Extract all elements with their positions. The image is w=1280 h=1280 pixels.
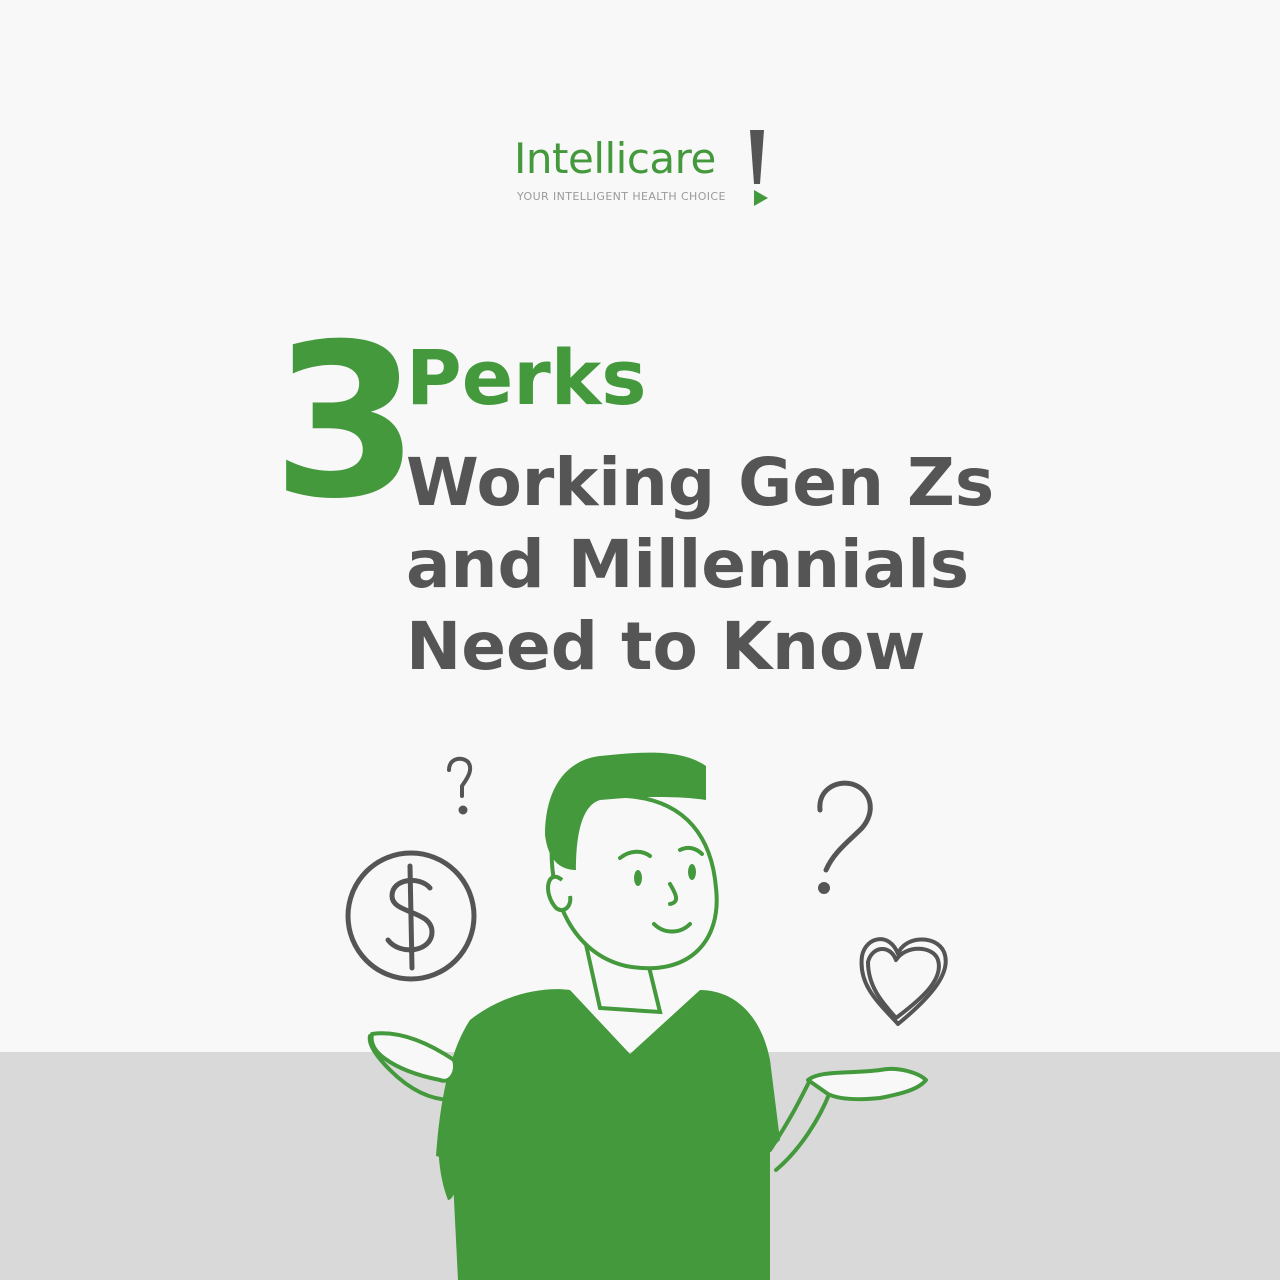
headline-line-1: Working Gen Zs [406, 444, 995, 521]
headline-line-2: and Millennials [406, 526, 970, 603]
person-shrugging [367, 752, 928, 1280]
perk-count: 3 [272, 298, 420, 545]
brand-logo: Intellicare YOUR INTELLIGENT HEALTH CHOI… [514, 128, 774, 208]
logo-tagline: YOUR INTELLIGENT HEALTH CHOICE [517, 190, 726, 203]
logo-mark-icon [750, 130, 768, 206]
headline-line-3: Need to Know [406, 608, 926, 685]
headline-text: Working Gen Zs and Millennials Need to K… [406, 442, 994, 688]
headline-perks: Perks [406, 333, 647, 422]
heart-icon [859, 937, 948, 1026]
logo-wordmark: Intellicare [514, 134, 716, 183]
dollar-coin-icon [345, 850, 477, 982]
large-question-mark-icon [817, 780, 873, 894]
small-question-mark-icon [447, 756, 473, 815]
